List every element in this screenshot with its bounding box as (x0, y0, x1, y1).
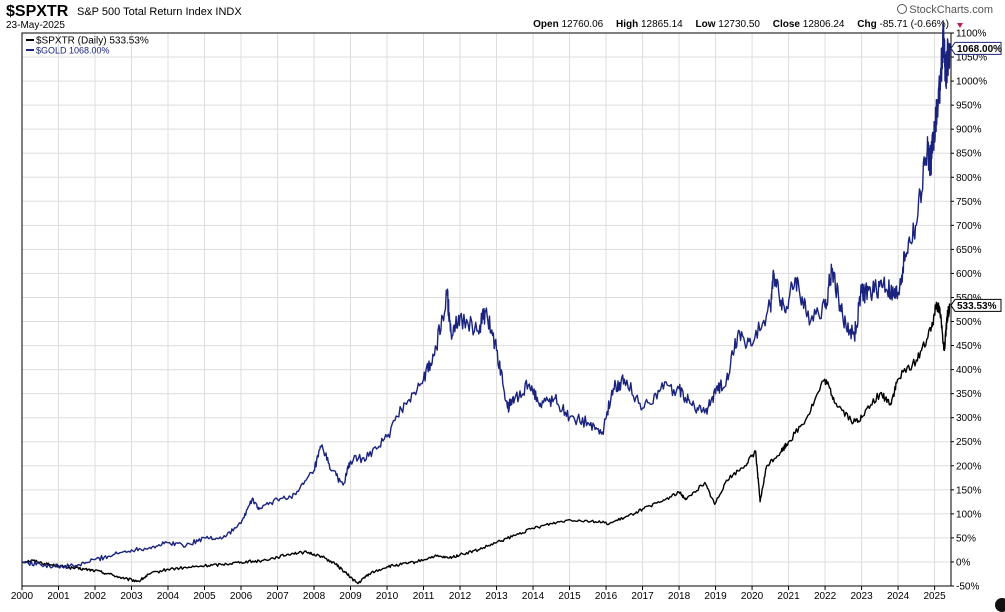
chart-header: $SPXTR S&P 500 Total Return Index INDX 2… (0, 0, 1005, 34)
legend: $SPXTR (Daily) 533.53%$GOLD 1068.00% (26, 36, 149, 56)
x-tick-label: 2004 (157, 591, 180, 602)
x-tick-label: 2000 (11, 591, 34, 602)
y-tick-label: 950% (956, 101, 982, 112)
x-tick-label: 2001 (47, 591, 70, 602)
symbol-title: $SPXTR (6, 3, 69, 20)
y-tick-label: 1050% (956, 53, 987, 64)
x-tick-label: 2003 (120, 591, 143, 602)
low-value: 12730.50 (718, 19, 760, 30)
stockcharts-brand: StockCharts.com (897, 4, 993, 16)
x-tick-label: 2014 (522, 591, 545, 602)
chg-label: Chg (857, 19, 877, 30)
y-tick-label: 150% (956, 485, 982, 496)
x-tick-label: 2023 (850, 591, 873, 602)
close-label: Close (772, 19, 800, 30)
x-tick-label: 2007 (266, 591, 289, 602)
high-value: 12865.14 (640, 19, 683, 30)
x-tick-label: 2009 (339, 591, 362, 602)
x-tick-label: 2024 (887, 591, 910, 602)
y-tick-label: 400% (956, 365, 982, 376)
legend-entry: $GOLD 1068.00% (36, 46, 110, 56)
x-axis: 2000 2001 2002 2003 2004 2005 2006 2007 2008 2009… (11, 586, 946, 602)
last-value-box (950, 298, 1002, 312)
x-tick-label: 2012 (449, 591, 472, 602)
chart-date: 23-May-2025 (6, 20, 65, 31)
y-tick-label: 800% (956, 173, 982, 184)
y-tick-label: 650% (956, 245, 982, 256)
last-value-label: 1068.00% (950, 41, 1002, 55)
y-tick-label: 100% (956, 509, 982, 520)
y-tick-label: 700% (956, 221, 982, 232)
x-tick-label: 2019 (704, 591, 727, 602)
x-tick-label: 2015 (558, 591, 581, 602)
y-tick-label: 900% (956, 125, 982, 136)
y-tick-label: 450% (956, 341, 982, 352)
x-tick-label: 2025 (923, 591, 946, 602)
last-value-box (950, 41, 1002, 55)
series-layer (21, 21, 951, 585)
y-tick-label: 0% (956, 557, 971, 568)
y-tick-label: 250% (956, 437, 982, 448)
stockcharts-logo-icon (897, 4, 908, 14)
chg-value: -85.71 (-0.66%) (879, 19, 949, 30)
x-tick-label: 2020 (741, 591, 764, 602)
x-tick-label: 2010 (376, 591, 399, 602)
x-tick-label: 2018 (668, 591, 691, 602)
index-name: S&P 500 Total Return Index (77, 6, 213, 18)
x-tick-label: 2016 (595, 591, 618, 602)
x-tick-label: 2013 (485, 591, 508, 602)
y-tick-label: 50% (956, 533, 976, 544)
y-tick-label: 600% (956, 269, 982, 280)
close-value: 12806.24 (802, 19, 845, 30)
x-tick-label: 2022 (814, 591, 837, 602)
exchange-label: INDX (215, 6, 242, 18)
high-label: High (615, 19, 639, 30)
y-tick-label: 850% (956, 149, 982, 160)
x-tick-label: 2006 (230, 591, 253, 602)
legend-entry: $SPXTR (Daily) 533.53% (36, 36, 149, 47)
end-labels: 533.53% 1068.00% (950, 41, 1002, 312)
scroll-indicator (995, 598, 1005, 612)
ohlc-readout: Open 12760.06 High 12865.14 Low 12730.50… (533, 19, 959, 30)
y-tick-label: 750% (956, 197, 982, 208)
x-tick-label: 2002 (84, 591, 107, 602)
x-tick-label: 2011 (413, 591, 435, 602)
low-label: Low (695, 19, 716, 30)
y-tick-label: 200% (956, 461, 982, 472)
y-tick-label: 1100% (956, 29, 987, 40)
open-value: 12760.06 (561, 19, 604, 30)
series-line-spxtr (21, 301, 951, 585)
last-value-text: 1068.00% (957, 44, 1002, 55)
down-arrow-icon (957, 23, 963, 28)
plot-frame (21, 32, 952, 587)
y-tick-label: 500% (956, 317, 982, 328)
y-tick-label: 350% (956, 389, 982, 400)
x-tick-label: 2008 (303, 591, 326, 602)
y-tick-label: -50% (956, 582, 979, 593)
open-label: Open (533, 19, 559, 30)
y-tick-label: 300% (956, 413, 982, 424)
x-tick-label: 2021 (777, 591, 800, 602)
y-tick-label: 1000% (956, 77, 987, 88)
last-value-text: 533.53% (957, 301, 997, 312)
x-tick-label: 2005 (193, 591, 216, 602)
y-axis: -50% 0% 50% 100% 150% 200% 250% 300% 350% 400% 450… (951, 29, 987, 593)
last-value-label: 533.53% (950, 298, 1002, 312)
x-tick-label: 2017 (631, 591, 654, 602)
symbol-description: S&P 500 Total Return Index INDX (77, 6, 242, 18)
brand-text: StockCharts.com (909, 4, 993, 16)
y-tick-label: 550% (956, 293, 982, 304)
series-line-gold (21, 21, 951, 569)
